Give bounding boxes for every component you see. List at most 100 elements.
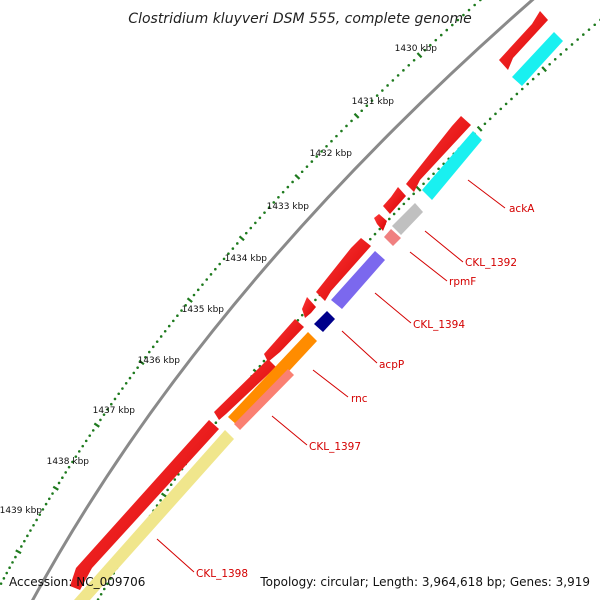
scale-dot <box>381 89 384 92</box>
scale-dot <box>81 444 85 448</box>
scale-dot <box>300 170 304 174</box>
scale-dot <box>314 298 317 302</box>
gene-block-rnc[interactable] <box>228 332 317 426</box>
leader-rnc <box>312 369 349 398</box>
scale-dot <box>281 190 285 194</box>
scale-dot <box>392 212 396 216</box>
scale-dot <box>167 324 171 328</box>
gene-label-rpmF[interactable]: rpmF <box>449 276 476 288</box>
gene-block-CKL_1394[interactable] <box>331 251 385 309</box>
gene-label-CKL_1392[interactable]: CKL_1392 <box>465 257 517 269</box>
cds-arrow-9[interactable] <box>70 420 219 590</box>
scale-dot <box>32 523 35 527</box>
scale-dot <box>272 201 276 204</box>
cds-arrow-2[interactable] <box>406 116 471 192</box>
scale-dot <box>378 227 382 231</box>
scale-dot <box>350 119 353 123</box>
gene-label-acpP[interactable]: acpP <box>379 359 404 371</box>
scale-dot <box>192 293 196 297</box>
scale-dot <box>360 109 364 113</box>
gene-label-ackA[interactable]: ackA <box>509 203 535 215</box>
kbp-label-1432: 1432 kbp <box>310 149 353 159</box>
scale-dot <box>434 38 438 42</box>
gene-label-CKL_1398[interactable]: CKL_1398 <box>196 568 248 580</box>
cds-arrow-7[interactable] <box>264 319 304 362</box>
scale-dot <box>47 497 51 501</box>
scale-dot <box>365 104 369 107</box>
gene-label-CKL_1394[interactable]: CKL_1394 <box>413 319 465 331</box>
gene-color-track <box>74 32 563 600</box>
scale-dot <box>124 381 128 385</box>
scale-dot <box>407 63 411 67</box>
scale-dot <box>173 478 177 481</box>
scale-dot <box>402 69 405 72</box>
scale-dot <box>163 329 167 333</box>
scale-dot <box>180 309 183 312</box>
scale-dot <box>423 48 427 52</box>
leader-CKL_1397 <box>271 415 308 446</box>
kbp-label-1431: 1431 kbp <box>352 97 395 107</box>
scale-dot <box>427 177 430 181</box>
scale-dot <box>254 221 257 225</box>
scale-dot <box>38 513 42 516</box>
scale-dot <box>432 172 435 176</box>
scale-dot <box>99 592 103 596</box>
gene-block-CKL_1392[interactable] <box>392 203 423 235</box>
scale-dot <box>77 450 81 453</box>
scale-dot <box>176 314 179 318</box>
accession-text: Accession: NC_009706 <box>9 575 145 589</box>
scale-dot <box>23 539 26 543</box>
scale-tick-mark <box>160 492 168 498</box>
scale-dot <box>473 3 476 7</box>
scale-dot <box>520 87 524 91</box>
scale-dot <box>488 117 492 121</box>
gene-block-CKL_1397[interactable] <box>234 369 294 430</box>
scale-dot <box>117 392 120 396</box>
gene-leader-lines <box>156 179 506 573</box>
scale-dot <box>102 413 106 416</box>
cds-arrow-1[interactable] <box>499 11 548 70</box>
cds-arrow-8[interactable] <box>214 359 276 420</box>
scale-track <box>0 0 482 585</box>
scale-dot <box>391 79 395 82</box>
scale-dot <box>504 102 508 106</box>
gene-label-rnc[interactable]: rnc <box>351 393 368 405</box>
scale-dot <box>57 481 61 485</box>
scale-dot <box>570 43 574 46</box>
gene-block-cyan-top[interactable] <box>512 32 563 86</box>
scale-dot <box>548 62 551 66</box>
scale-dot <box>576 38 579 41</box>
gene-block-ackA[interactable] <box>422 131 482 200</box>
scale-dot <box>155 340 159 343</box>
gene-block-acpP[interactable] <box>314 311 335 332</box>
scale-dot <box>169 483 173 487</box>
cds-arrow-4[interactable] <box>374 214 387 231</box>
leader-CKL_1392 <box>424 230 464 263</box>
scale-dot <box>373 232 377 236</box>
scale-dot <box>51 492 54 495</box>
cds-arrow-6[interactable] <box>302 297 316 318</box>
cds-arrow-3[interactable] <box>383 187 406 214</box>
scale-tick-mark <box>238 235 245 242</box>
scale-dot <box>132 371 136 375</box>
scale-tick-mark <box>15 549 22 555</box>
scale-dot <box>209 273 213 276</box>
scale-dot <box>214 421 218 425</box>
gene-label-CKL_1397[interactable]: CKL_1397 <box>309 441 361 453</box>
scale-dot <box>325 144 328 148</box>
gene-block-rpmF[interactable] <box>384 229 401 246</box>
scale-dot <box>14 555 17 559</box>
scale-dot <box>582 33 585 36</box>
scale-dot <box>41 508 45 511</box>
scale-dot <box>510 97 513 101</box>
scale-tick-mark <box>415 185 422 192</box>
scale-dot <box>310 160 314 163</box>
scale-dot <box>305 165 309 168</box>
scale-tick-mark <box>353 112 360 119</box>
scale-dot <box>291 180 294 184</box>
scale-dot <box>35 518 38 522</box>
scale-dot <box>462 13 465 17</box>
gene-block-CKL_1398[interactable] <box>74 430 234 600</box>
cds-arrow-5[interactable] <box>316 238 371 301</box>
